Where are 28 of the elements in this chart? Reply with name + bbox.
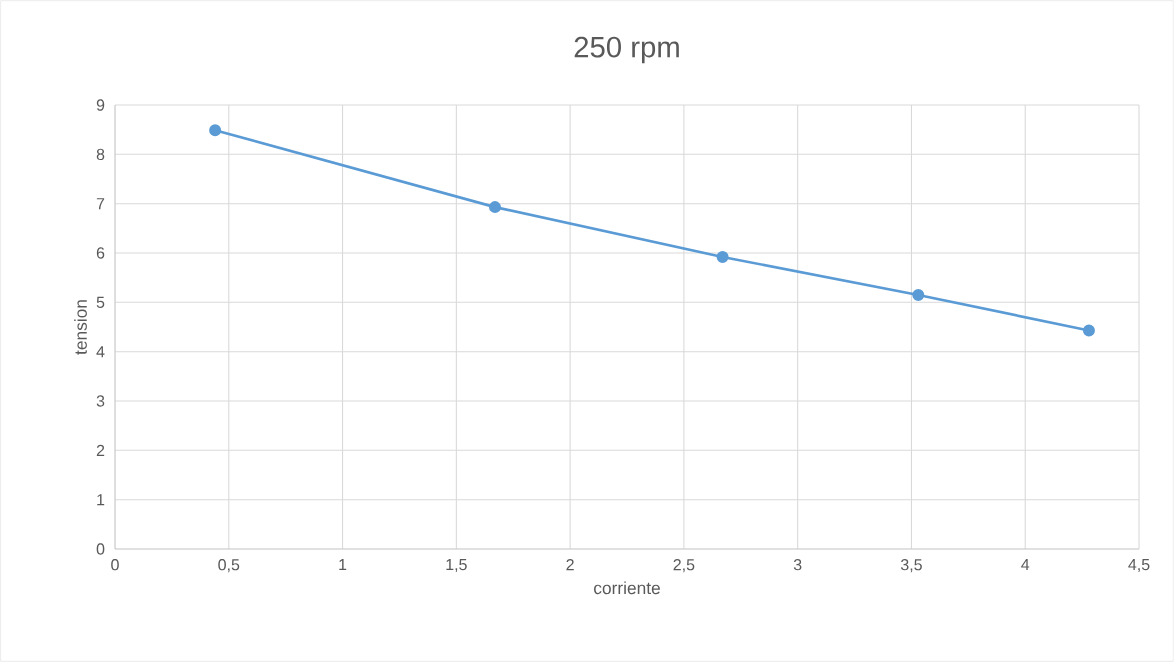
y-tick-label: 2	[96, 444, 105, 456]
x-tick-label: 4	[1021, 559, 1030, 571]
x-tick-label: 1,5	[446, 559, 467, 573]
x-tick-label: 3,5	[900, 559, 922, 573]
x-tick-label: 0,5	[218, 559, 240, 573]
chart-title: 250 rpm	[574, 36, 679, 64]
x-tick-label: 2	[566, 559, 574, 571]
x-tick-label: 0	[111, 559, 119, 571]
y-tick-label: 1	[97, 494, 105, 506]
x-tick-label: 3	[793, 559, 802, 571]
x-tick-label: 4,5	[1128, 559, 1150, 573]
point	[912, 288, 925, 301]
y-tick-label: 9	[96, 99, 105, 111]
y-tick-label: 6	[96, 247, 105, 259]
y-axis-title: tension	[74, 300, 87, 355]
point	[209, 124, 222, 137]
point	[1082, 324, 1095, 337]
x-tick-label: 2,5	[673, 559, 695, 573]
x-axis-title: corriente	[594, 581, 660, 595]
y-tick-label: 8	[96, 148, 105, 160]
point	[489, 201, 502, 214]
y-tick-label: 0	[96, 543, 105, 555]
y-tick-label: 5	[96, 296, 105, 308]
y-tick-label: 3	[96, 395, 105, 407]
y-tick-label: 4	[96, 346, 105, 358]
y-tick-label: 7	[96, 198, 105, 210]
point	[716, 250, 729, 263]
x-tick-label: 1	[339, 559, 347, 571]
